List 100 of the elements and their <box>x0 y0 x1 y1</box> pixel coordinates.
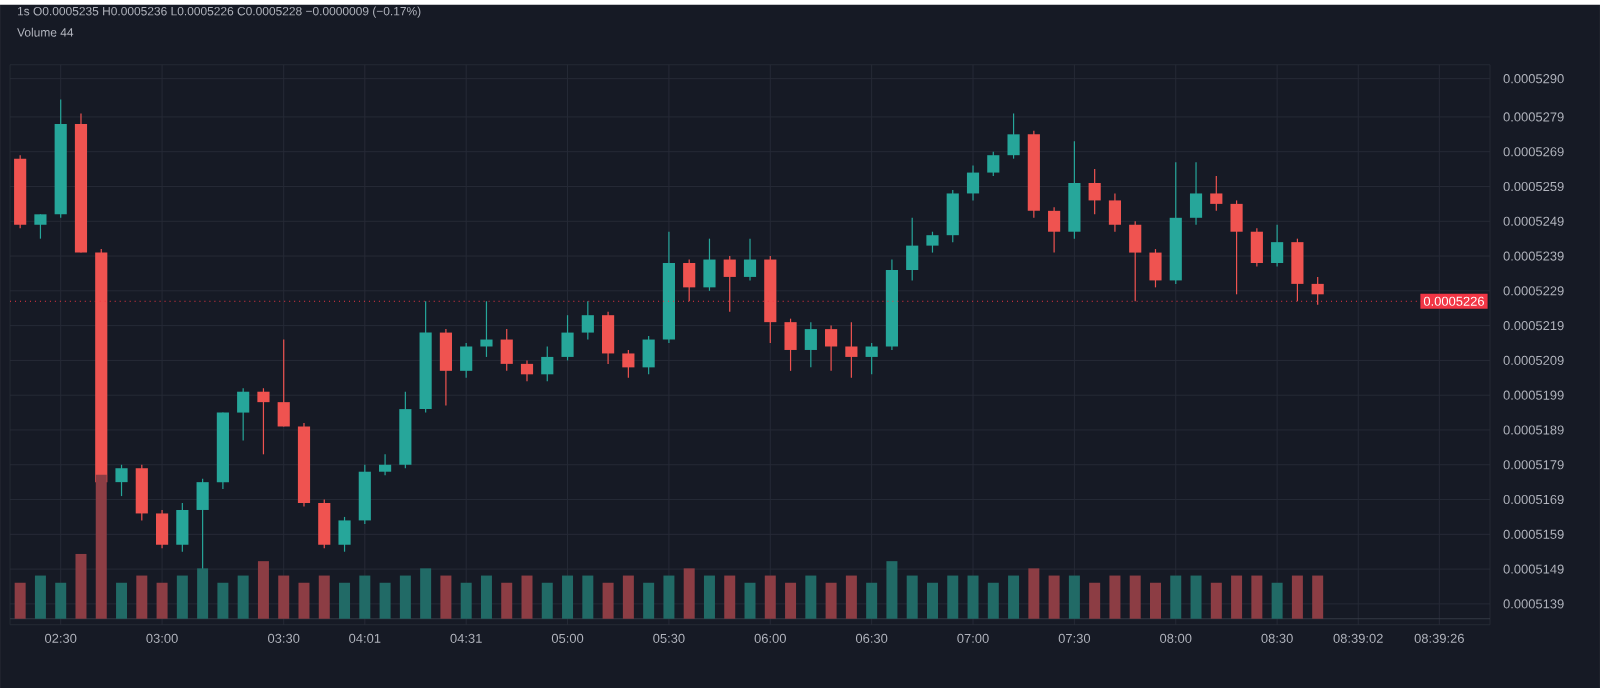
bar <box>886 560 898 619</box>
candlestick <box>155 508 169 549</box>
bar <box>1129 575 1141 619</box>
candlestick <box>946 189 959 243</box>
bar <box>622 575 634 619</box>
bar <box>278 575 290 619</box>
bar <box>14 582 26 619</box>
candlestick <box>825 324 838 372</box>
candlestick <box>622 349 635 379</box>
bar <box>379 582 391 619</box>
candlestick <box>1149 248 1162 288</box>
bar <box>663 575 675 619</box>
candlestick <box>460 342 473 379</box>
candlestick <box>1129 220 1142 302</box>
candlestick <box>784 317 797 372</box>
candlestick <box>135 463 148 521</box>
candlestick <box>338 515 351 552</box>
bar <box>399 575 411 619</box>
bar <box>339 582 351 619</box>
bar <box>55 582 67 619</box>
bar <box>643 582 655 619</box>
bar <box>440 575 452 619</box>
bar <box>237 575 249 619</box>
bar <box>764 575 776 619</box>
bar <box>541 582 553 619</box>
bar <box>501 582 513 619</box>
candlestick <box>1271 223 1284 267</box>
bar <box>1089 582 1101 619</box>
candlestick <box>439 328 452 406</box>
bar <box>298 582 310 619</box>
candlestick <box>1088 168 1101 215</box>
bar <box>1048 575 1060 619</box>
candlestick <box>561 314 574 361</box>
candlestick <box>966 164 980 201</box>
candlestick <box>1291 237 1304 302</box>
candlestick <box>1250 227 1263 267</box>
bar <box>926 582 938 619</box>
bar <box>967 575 979 619</box>
bar <box>217 582 229 619</box>
candlestick <box>1189 161 1203 225</box>
bar <box>197 567 209 619</box>
bar <box>1068 575 1080 619</box>
bar <box>34 575 46 619</box>
candlestick <box>1108 192 1122 232</box>
bar <box>1231 575 1243 619</box>
bar <box>480 575 492 619</box>
bar <box>1251 575 1263 619</box>
candlestick <box>723 255 736 312</box>
bar <box>359 575 371 619</box>
bar <box>420 567 432 619</box>
bar <box>521 575 533 619</box>
bar <box>602 582 614 619</box>
bar <box>1271 582 1283 619</box>
bar <box>460 582 472 619</box>
bar <box>1291 575 1303 619</box>
candlestick <box>520 359 534 382</box>
candlestick <box>581 300 594 340</box>
candlestick <box>865 342 878 375</box>
bar <box>257 560 269 619</box>
bar <box>703 575 715 619</box>
bar <box>1008 575 1020 619</box>
candlestick <box>906 216 919 281</box>
candlestick <box>176 502 189 552</box>
candlestick <box>642 335 655 375</box>
bar <box>805 575 817 619</box>
bar <box>176 575 188 619</box>
bar <box>866 582 878 619</box>
bar <box>1109 575 1121 619</box>
candlestick <box>318 498 331 549</box>
bar <box>582 575 594 619</box>
candlestick <box>683 258 696 302</box>
bar <box>136 575 148 619</box>
bar <box>785 582 797 619</box>
bar <box>156 582 168 619</box>
bar <box>75 553 87 619</box>
bar <box>562 575 574 619</box>
bar <box>1190 575 1202 619</box>
bar <box>1210 582 1222 619</box>
bar <box>744 582 756 619</box>
bar <box>318 575 330 619</box>
bar <box>1170 575 1182 619</box>
bar <box>724 575 736 619</box>
candlestick <box>1007 112 1020 159</box>
candlestick <box>845 321 858 379</box>
bar <box>947 575 959 619</box>
candlestick <box>703 237 716 292</box>
candlestick <box>1210 175 1223 212</box>
candlestick <box>379 453 392 476</box>
candlestick <box>1311 275 1324 305</box>
candlestick <box>115 463 128 497</box>
candlestick <box>34 213 47 239</box>
candlestick <box>804 321 817 368</box>
bar <box>1028 567 1040 619</box>
bar <box>845 575 857 619</box>
bar <box>825 582 837 619</box>
candlestick <box>257 387 270 455</box>
candlestick <box>602 310 615 365</box>
candlestick <box>237 387 250 441</box>
candlestick <box>500 328 513 372</box>
candlestick <box>926 230 939 253</box>
